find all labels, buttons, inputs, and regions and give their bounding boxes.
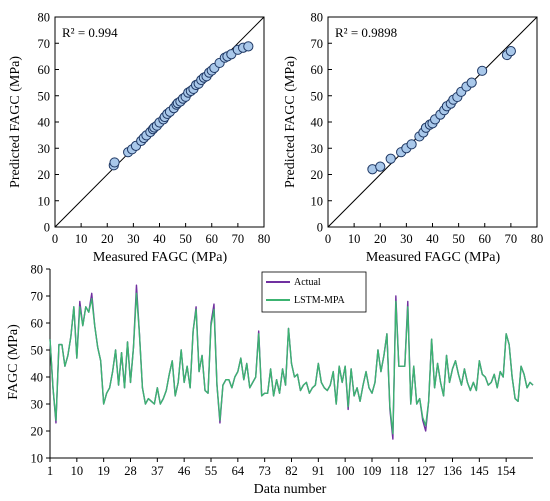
- r2-annotation-right: R² = 0.9898: [335, 25, 397, 40]
- series-lines: [49, 284, 534, 440]
- y-axis-label-left: Predicted FAGC (MPa): [8, 56, 23, 188]
- line-panel-bottom: 1 10 19 28 37 46 55 64 73 82 91 100 109 118 127 136 145 1…: [6, 263, 534, 497]
- scatter-point: [109, 157, 120, 168]
- x-tick-label-right: 70: [505, 232, 518, 246]
- y-tick-label-right: 70: [311, 37, 324, 51]
- x-tick-label-right: 0: [325, 232, 331, 246]
- x-tick-label-bottom: 73: [258, 464, 271, 478]
- y-tick-label-left: 30: [38, 142, 51, 156]
- scatter-point: [466, 77, 477, 88]
- y-axis-label-right: Predicted FAGC (MPa): [283, 56, 298, 188]
- y-tick-label-left: 0: [44, 221, 50, 235]
- x-tick-label-bottom: 46: [178, 464, 191, 478]
- x-tick-label-bottom: 118: [390, 464, 408, 478]
- y-tick-label-right: 40: [311, 116, 324, 130]
- x-tick-label-bottom: 37: [151, 464, 164, 478]
- y-tick-label-bottom: 30: [31, 398, 44, 412]
- scatter-panel-right: 0 10 20 30 40 50 60 70 80 0 10 20 30 40 50 60 70 80 R² =…: [283, 11, 543, 266]
- x-ticks-bottom: 1 10 19 28 37 46 55 64 73 82 91 100 109 118 127 136 145 1…: [47, 458, 516, 478]
- legend-label-lstm: LSTM-MPA: [294, 295, 346, 306]
- x-tick-label-right: 60: [479, 232, 492, 246]
- x-tick-label-left: 0: [52, 232, 58, 246]
- x-axis-label-right: Measured FAGC (MPa): [366, 250, 501, 265]
- x-ticks-right: 0 10 20 30 40 50 60 70 80: [325, 223, 543, 246]
- x-tick-label-left: 80: [258, 232, 271, 246]
- r2-annotation-left: R² = 0.994: [62, 25, 118, 40]
- x-tick-label-bottom: 127: [416, 464, 435, 478]
- y-tick-label-right: 20: [311, 168, 324, 182]
- x-tick-label-bottom: 19: [97, 464, 110, 478]
- y-ticks-bottom: 10 20 30 40 50 60 70 80: [31, 263, 50, 466]
- y-tick-label-left: 80: [38, 11, 51, 25]
- x-tick-label-left: 20: [101, 232, 114, 246]
- scatter-point: [505, 46, 516, 57]
- x-tick-label-left: 10: [75, 232, 88, 246]
- y-tick-label-right: 50: [311, 89, 324, 103]
- x-tick-label-left: 30: [127, 232, 140, 246]
- legend-label-actual: Actual: [294, 277, 321, 288]
- x-axis-label-bottom: Data number: [254, 482, 327, 497]
- x-tick-label-left: 40: [153, 232, 166, 246]
- scatter-point: [477, 65, 488, 76]
- x-tick-label-bottom: 28: [124, 464, 137, 478]
- x-tick-label-bottom: 136: [443, 464, 462, 478]
- y-tick-label-right: 10: [311, 194, 324, 208]
- x-tick-label-right: 40: [426, 232, 439, 246]
- x-tick-label-right: 10: [348, 232, 361, 246]
- y-tick-label-bottom: 50: [31, 344, 44, 358]
- scatter-panel-left: 0 10 20 30 40 50 60 70 80 0 10 20 30 40 50 60 70 80 R² =…: [8, 11, 270, 266]
- scatter-point: [385, 153, 396, 164]
- y-axis-label-bottom: FAGC (MPa): [6, 324, 21, 400]
- y-ticks-left: 0 10 20 30 40 50 60 70 80: [38, 11, 59, 235]
- y-tick-label-left: 70: [38, 37, 51, 51]
- x-tick-label-bottom: 82: [285, 464, 298, 478]
- x-tick-label-bottom: 91: [312, 464, 325, 478]
- y-tick-label-left: 40: [38, 116, 51, 130]
- x-tick-label-bottom: 64: [232, 464, 245, 478]
- y-tick-label-right: 30: [311, 142, 324, 156]
- y-tick-label-left: 60: [38, 63, 51, 77]
- scatter-point: [375, 161, 386, 172]
- y-tick-label-bottom: 10: [31, 452, 44, 466]
- legend: Actual LSTM-MPA: [261, 271, 367, 313]
- x-tick-label-right: 30: [400, 232, 413, 246]
- y-ticks-right: 0 10 20 30 40 50 60 70 80: [311, 11, 332, 235]
- x-tick-label-right: 20: [374, 232, 387, 246]
- x-tick-label-bottom: 109: [363, 464, 382, 478]
- y-tick-label-bottom: 80: [31, 263, 44, 277]
- x-tick-label-bottom: 55: [205, 464, 218, 478]
- x-tick-label-right: 50: [452, 232, 465, 246]
- scatter-points-left: [108, 41, 254, 171]
- scatter-point: [406, 139, 417, 150]
- x-tick-label-bottom: 154: [497, 464, 517, 478]
- x-tick-label-right: 80: [531, 232, 544, 246]
- y-tick-label-bottom: 40: [31, 371, 44, 385]
- x-axis-label-left: Measured FAGC (MPa): [93, 250, 228, 265]
- y-tick-label-right: 60: [311, 63, 324, 77]
- y-tick-label-bottom: 20: [31, 425, 44, 439]
- x-ticks-left: 0 10 20 30 40 50 60 70 80: [52, 223, 270, 246]
- y-tick-label-left: 10: [38, 194, 51, 208]
- y-tick-label-left: 50: [38, 89, 51, 103]
- y-tick-label-bottom: 60: [31, 317, 44, 331]
- y-tick-label-bottom: 70: [31, 290, 44, 304]
- x-tick-label-left: 70: [232, 232, 245, 246]
- x-tick-label-bottom: 10: [71, 464, 84, 478]
- legend-box: [261, 271, 367, 313]
- x-tick-label-left: 50: [179, 232, 192, 246]
- x-tick-label-bottom: 145: [470, 464, 489, 478]
- y-tick-label-right: 0: [317, 221, 323, 235]
- series-line-lstm-mpa: [49, 292, 534, 435]
- scatter-points-right: [367, 46, 516, 175]
- scatter-point: [243, 41, 254, 52]
- x-tick-label-bottom: 100: [336, 464, 355, 478]
- y-tick-label-left: 20: [38, 168, 51, 182]
- x-tick-label-left: 60: [206, 232, 219, 246]
- y-tick-label-right: 80: [311, 11, 324, 25]
- x-tick-label-bottom: 1: [47, 464, 53, 478]
